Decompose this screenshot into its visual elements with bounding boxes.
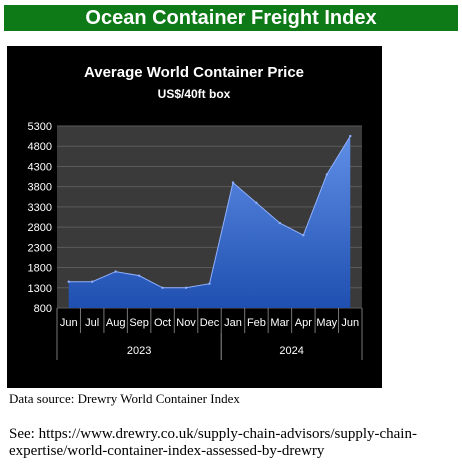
x-tick-label: Jun xyxy=(341,317,359,329)
data-point xyxy=(114,270,117,273)
x-tick-label: Sep xyxy=(129,317,149,329)
x-axis-ticks: Jun Jul Aug Sep Oct Nov Dec Jan Feb Mar Apr May Jun xyxy=(56,308,363,333)
y-tick-label: 1800 xyxy=(28,263,52,275)
y-tick-label: 4300 xyxy=(28,161,52,173)
y-tick-label: 2800 xyxy=(28,222,52,234)
area-fill xyxy=(68,136,351,308)
y-tick-label: 3300 xyxy=(28,202,52,214)
y-tick-label: 1300 xyxy=(28,283,52,295)
y-axis-ticks: 5300 4800 4300 3800 3300 2800 2300 1800 1300 800 xyxy=(28,121,52,315)
area-chart: Average World Container Price US$/40ft b… xyxy=(28,64,363,360)
data-point xyxy=(67,280,70,283)
data-point xyxy=(278,221,282,225)
y-tick-label: 5300 xyxy=(28,121,52,133)
data-point xyxy=(325,173,329,176)
chart-subtitle: US$/40ft box xyxy=(158,87,231,101)
data-point xyxy=(231,181,235,184)
year-groups: 2023 2024 xyxy=(56,333,363,360)
x-tick-label: Nov xyxy=(176,317,196,329)
data-point xyxy=(90,280,94,283)
x-tick-label: Jun xyxy=(60,317,78,329)
x-tick-label: Dec xyxy=(200,317,220,329)
data-point xyxy=(349,134,352,138)
chart-title: Average World Container Price xyxy=(84,64,304,81)
x-tick-label: Mar xyxy=(270,317,289,329)
data-point xyxy=(255,201,258,205)
year-label: 2024 xyxy=(279,345,303,357)
data-point xyxy=(184,286,188,289)
data-source-note: Data source: Drewry World Container Inde… xyxy=(9,391,240,406)
x-tick-label: May xyxy=(316,317,337,329)
x-tick-label: Jul xyxy=(85,317,99,329)
data-point xyxy=(208,282,211,285)
chart-panel: Average World Container Price US$/40ft b… xyxy=(7,46,382,388)
year-label: 2023 xyxy=(127,345,151,357)
x-tick-label: Apr xyxy=(295,317,312,329)
page-title: Ocean Container Freight Index xyxy=(4,5,458,31)
data-point xyxy=(302,234,305,237)
x-tick-label: Jan xyxy=(224,317,242,329)
series-area xyxy=(67,134,352,308)
x-tick-label: Feb xyxy=(247,317,266,329)
y-tick-label: 4800 xyxy=(28,141,52,153)
y-tick-label: 2300 xyxy=(28,242,52,254)
data-point xyxy=(137,274,141,277)
data-point xyxy=(161,286,164,289)
y-tick-label: 800 xyxy=(34,303,52,315)
x-tick-label: Aug xyxy=(106,317,126,329)
see-link-note: See: https://www.drewry.co.uk/supply-cha… xyxy=(9,426,417,459)
y-tick-label: 3800 xyxy=(28,182,52,194)
x-tick-label: Oct xyxy=(154,317,171,329)
